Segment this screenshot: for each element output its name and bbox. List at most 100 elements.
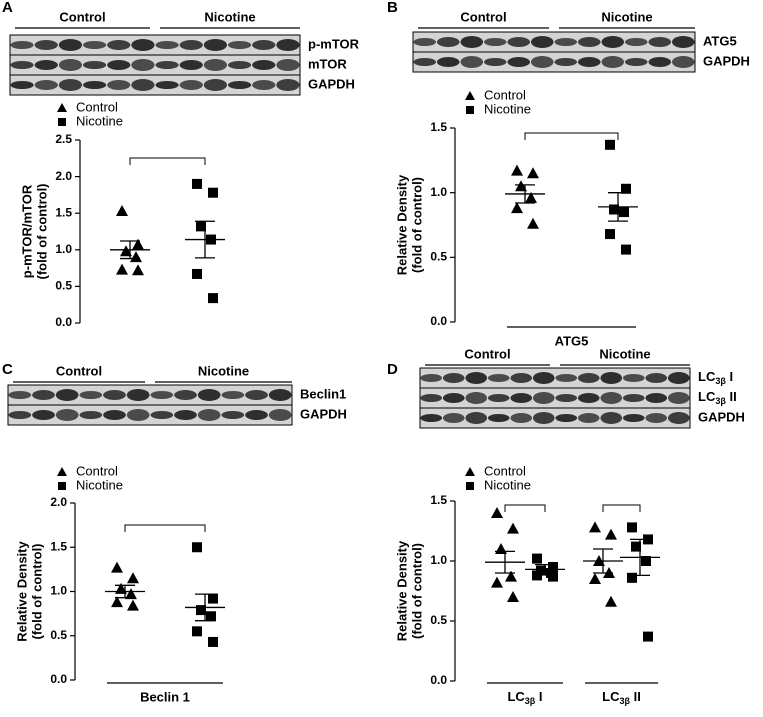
- blot-band: [276, 39, 300, 51]
- legend-label: Control: [76, 99, 118, 114]
- sem-bar: [593, 548, 613, 574]
- blot-band: [601, 36, 625, 48]
- data-point: [507, 591, 519, 602]
- blot-band: [671, 36, 695, 48]
- y-tick-label: 1.5: [55, 205, 72, 219]
- blot-band: [103, 410, 126, 420]
- data-point: [507, 522, 519, 534]
- blot-band: [667, 392, 690, 404]
- data-point: [208, 636, 218, 647]
- blot-band: [107, 80, 131, 90]
- blot-band: [624, 38, 648, 46]
- data-point: [491, 576, 503, 588]
- label-part: II: [630, 689, 641, 704]
- label-part: LC: [602, 689, 620, 704]
- blot-band: [221, 391, 245, 399]
- data-point: [192, 268, 202, 279]
- blot-band: [465, 372, 488, 384]
- blot-band: [197, 409, 221, 421]
- blot-row-label: Beclin1: [300, 386, 346, 401]
- blot-row: [412, 51, 696, 73]
- data-point: [605, 229, 615, 240]
- data-point: [196, 605, 206, 616]
- blot-band: [507, 37, 531, 47]
- y-tick-label: 2.0: [50, 495, 67, 509]
- x-category-label: ATG5: [555, 333, 589, 348]
- legend-label: Nicotine: [76, 477, 123, 492]
- blot-band: [203, 79, 228, 91]
- blot-band: [55, 409, 79, 421]
- data-point: [111, 596, 123, 608]
- blot-band: [179, 60, 203, 70]
- data-point: [192, 626, 202, 637]
- blot-band: [179, 40, 203, 50]
- data-point: [196, 221, 206, 232]
- blot-band: [420, 394, 443, 402]
- data-point: [609, 204, 619, 215]
- data-point: [619, 207, 629, 218]
- data-point: [127, 572, 139, 584]
- blot-band: [436, 37, 460, 47]
- blot-band: [436, 57, 460, 67]
- blot-band: [460, 36, 484, 48]
- blot-band: [442, 373, 465, 383]
- panel-label: C: [2, 361, 13, 378]
- data-point: [532, 553, 542, 564]
- blot-band: [600, 392, 623, 404]
- y-tick-label: 0.5: [430, 613, 447, 627]
- y-tick-label: 2.0: [55, 169, 72, 183]
- blot-group-label: Control: [464, 346, 510, 361]
- y-axis-label: (fold of control): [409, 177, 424, 273]
- blot-band: [600, 372, 623, 384]
- sem-bar: [195, 220, 215, 259]
- blot-band: [227, 81, 252, 89]
- blot-row-label: GAPDH: [300, 406, 347, 421]
- blot-band: [510, 373, 533, 383]
- blot-band: [483, 38, 507, 46]
- y-tick-label: 0.5: [55, 279, 72, 293]
- data-point: [206, 611, 216, 622]
- blot-band: [577, 373, 600, 383]
- y-axis-label: (fold of control): [409, 543, 424, 639]
- blot-band: [601, 56, 625, 68]
- blot-band: [276, 79, 300, 91]
- legend-marker: [465, 91, 475, 100]
- y-tick-label: 0.0: [430, 314, 447, 328]
- significance-bracket: [524, 132, 619, 140]
- data-point: [627, 572, 637, 583]
- blot-band: [34, 40, 58, 50]
- label-part: LC: [507, 689, 525, 704]
- blot-group-label: Nicotine: [601, 9, 652, 24]
- blot-band: [203, 59, 228, 71]
- label-sub: 3β: [715, 396, 726, 406]
- y-tick-label: 0.0: [55, 315, 72, 329]
- data-point: [125, 588, 137, 600]
- blot-band: [577, 37, 601, 47]
- data-point: [627, 522, 637, 533]
- y-tick-label: 0.0: [50, 672, 67, 686]
- blot-band: [126, 409, 150, 421]
- blot-band: [624, 58, 648, 66]
- data-point: [192, 178, 202, 189]
- blot-band: [532, 372, 555, 384]
- blot-band: [103, 390, 126, 400]
- sem-bar: [608, 192, 628, 222]
- legend-label: Nicotine: [484, 101, 531, 116]
- blot-row-label: p-mTOR: [308, 36, 360, 51]
- sem-bar: [495, 550, 515, 574]
- significance-bracket: [602, 504, 641, 512]
- blot-band: [174, 410, 197, 420]
- y-tick-label: 1.5: [430, 493, 447, 507]
- legend-label: Control: [76, 463, 118, 478]
- label-sub: 3β: [715, 376, 726, 386]
- blot-band: [34, 60, 58, 70]
- blot-row-label: ATG5: [703, 33, 737, 48]
- label-part: II: [726, 389, 737, 404]
- blot-band: [530, 56, 554, 68]
- blot-band: [622, 394, 645, 402]
- data-point: [548, 571, 558, 582]
- blot-band: [554, 38, 578, 46]
- legend-marker: [57, 467, 67, 476]
- blot-band: [245, 390, 268, 400]
